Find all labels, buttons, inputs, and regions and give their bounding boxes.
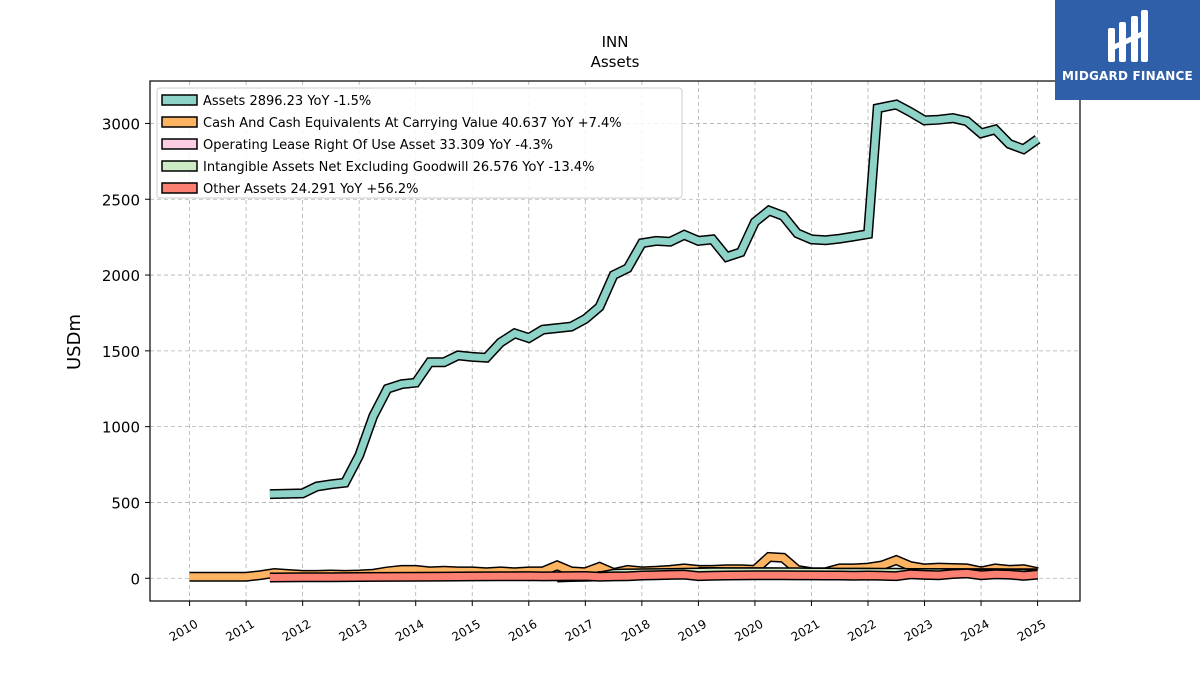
legend-label: Intangible Assets Net Excluding Goodwill… xyxy=(203,160,594,175)
x-tick-label: 2011 xyxy=(223,617,256,644)
midgard-logo-icon xyxy=(1108,10,1148,62)
series-line xyxy=(269,569,1038,581)
x-tick-label: 2024 xyxy=(958,617,991,644)
legend-swatch xyxy=(161,94,198,106)
legend-swatch xyxy=(161,116,198,128)
y-tick-label: 500 xyxy=(111,494,140,512)
x-tick-label: 2021 xyxy=(789,617,822,644)
series-other-assets xyxy=(269,568,1039,583)
chart-title: INN xyxy=(602,33,629,51)
x-tick-label: 2025 xyxy=(1015,617,1048,644)
brand-logo: MIDGARD FINANCE xyxy=(1055,0,1200,100)
chart-subtitle: Assets xyxy=(591,53,640,71)
series-layer xyxy=(189,99,1041,583)
x-tick-label: 2010 xyxy=(167,617,200,644)
x-tick-label: 2020 xyxy=(732,617,765,644)
x-tick-label: 2016 xyxy=(506,617,539,644)
x-tick-label: 2018 xyxy=(619,617,652,644)
legend-label: Assets 2896.23 YoY -1.5% xyxy=(203,94,371,109)
series-assets xyxy=(269,99,1041,500)
x-tick-label: 2022 xyxy=(845,617,878,644)
y-tick-label: 1000 xyxy=(102,419,140,437)
x-tick-label: 2019 xyxy=(676,617,709,644)
y-tick-label: 2500 xyxy=(102,191,140,209)
legend-label: Operating Lease Right Of Use Asset 33.30… xyxy=(203,138,553,153)
legend-swatch xyxy=(161,160,198,172)
legend: Assets 2896.23 YoY -1.5% Cash And Cash Eq… xyxy=(156,87,683,199)
y-tick-label: 3000 xyxy=(102,115,140,133)
legend-box xyxy=(156,87,683,199)
plot-frame xyxy=(149,80,1081,602)
y-tick-label: 1500 xyxy=(102,343,140,361)
x-tick-label: 2017 xyxy=(563,617,596,644)
brand-name: MIDGARD FINANCE xyxy=(1062,69,1193,83)
x-tick-label: 2023 xyxy=(902,617,935,644)
series-line xyxy=(269,100,1040,498)
legend-label: Cash And Cash Equivalents At Carrying Va… xyxy=(203,116,622,131)
legend-label: Other Assets 24.291 YoY +56.2% xyxy=(203,182,419,197)
x-tick-label: 2014 xyxy=(393,617,426,644)
y-axis-label: USDm xyxy=(64,314,85,370)
x-tick-label: 2015 xyxy=(450,617,483,644)
x-tick-label: 2013 xyxy=(336,617,369,644)
legend-swatch xyxy=(161,182,198,194)
legend-swatch xyxy=(161,138,198,150)
y-tick-label: 2000 xyxy=(102,267,140,285)
x-tick-label: 2012 xyxy=(280,617,313,644)
y-tick-label: 0 xyxy=(130,570,140,588)
